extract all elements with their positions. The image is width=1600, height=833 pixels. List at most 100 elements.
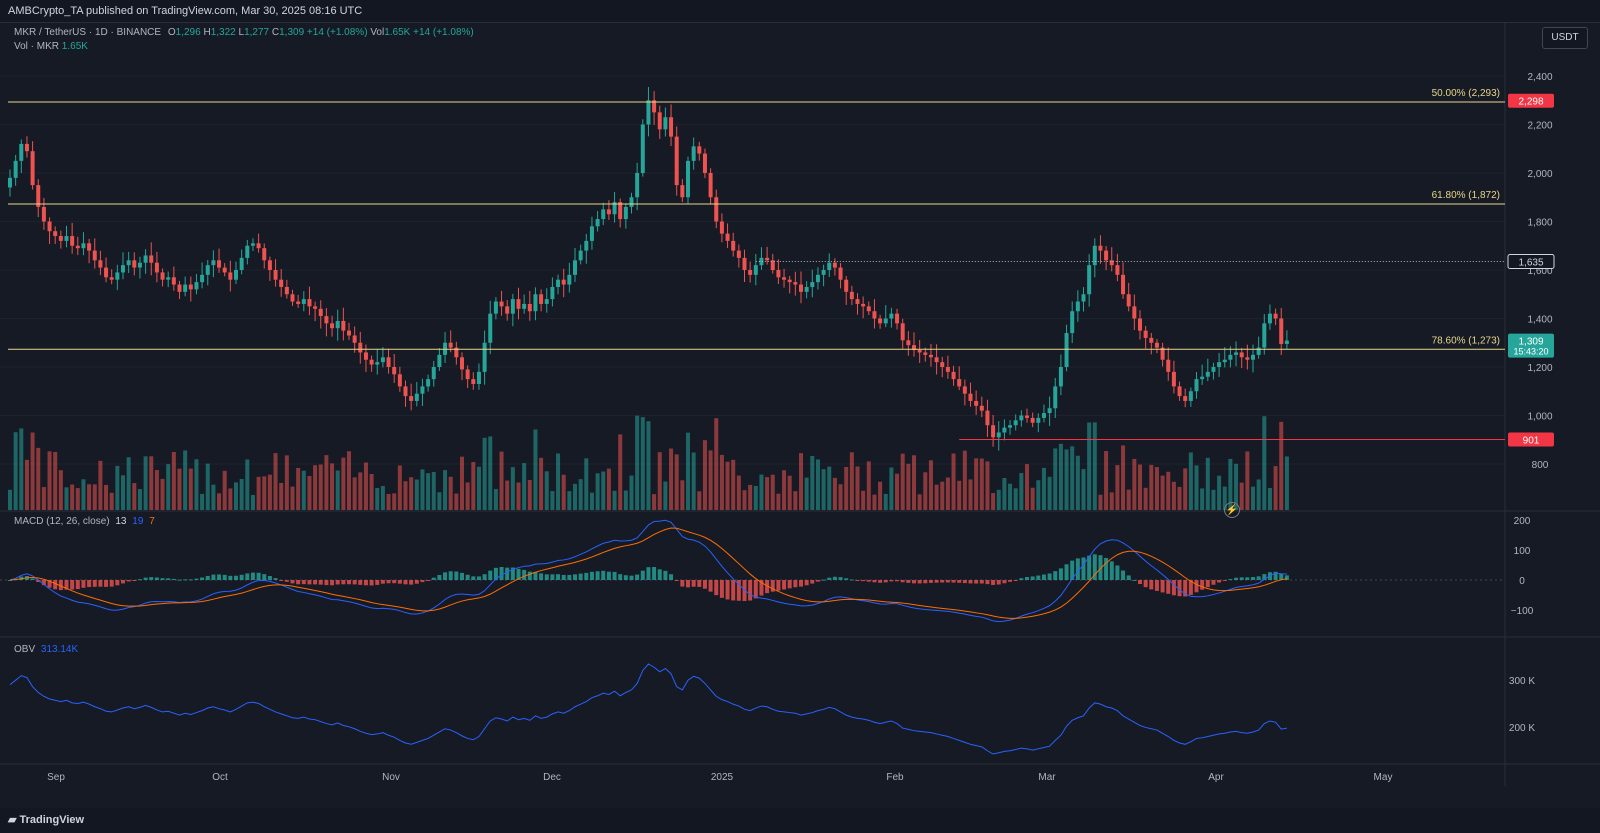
candle-body xyxy=(392,367,397,375)
candle-body xyxy=(126,260,131,266)
macd-histogram-bar xyxy=(793,580,798,588)
candle-body xyxy=(375,362,380,365)
macd-histogram-bar xyxy=(358,580,363,585)
volume-bar xyxy=(623,490,628,510)
candle-body xyxy=(143,255,148,263)
candle-body xyxy=(149,255,154,263)
lightning-icon[interactable]: ⚡ xyxy=(1224,502,1240,518)
y-tick-label: 1,200 xyxy=(1527,363,1552,374)
volume-bar xyxy=(409,477,414,510)
macd-histogram-bar xyxy=(736,580,741,601)
volume-bar xyxy=(1273,466,1278,510)
candle-body xyxy=(1070,311,1075,334)
macd-histogram-bar xyxy=(279,580,284,581)
candle-body xyxy=(414,393,419,401)
volume-bar xyxy=(347,451,351,510)
volume-bar xyxy=(917,494,922,510)
volume-bar xyxy=(1121,445,1126,510)
macd-histogram-bar xyxy=(347,580,351,585)
tradingview-logo[interactable]: ▰ TradingView xyxy=(8,814,85,826)
candle-body xyxy=(832,262,837,268)
macd-histogram-bar xyxy=(290,580,295,584)
candle-body xyxy=(595,219,600,227)
volume-bar xyxy=(674,454,679,510)
volume-bar xyxy=(1211,489,1216,510)
chart-canvas[interactable]: 2,400 2,200 2,000 1,800 1,600 1,400 1,200 1,000… xyxy=(0,22,1600,808)
macd-histogram-bar xyxy=(426,580,431,581)
macd-histogram-bar xyxy=(1273,571,1278,580)
macd-histogram-bar xyxy=(663,570,668,580)
volume-bar xyxy=(527,479,532,510)
candle-body xyxy=(1256,347,1261,355)
macd-histogram-bar xyxy=(522,569,527,580)
volume-bar xyxy=(1019,473,1024,510)
candle-body xyxy=(1194,379,1199,392)
volume-bar xyxy=(1217,475,1222,510)
macd-histogram-bar xyxy=(250,572,255,580)
volume-bar xyxy=(8,489,12,510)
macd-histogram-bar xyxy=(1104,557,1109,580)
macd-histogram-bar xyxy=(765,580,770,594)
volume-bar xyxy=(669,448,674,510)
x-tick-label: Apr xyxy=(1208,772,1224,783)
candle-body xyxy=(1104,250,1109,261)
volume-bar xyxy=(245,459,250,510)
x-tick-label: Feb xyxy=(886,772,904,783)
candle-body xyxy=(1092,245,1097,266)
volume-bar xyxy=(539,457,544,510)
volume-bar xyxy=(1256,479,1261,510)
volume-bar xyxy=(663,481,668,510)
macd-y-tick-label: 0 xyxy=(1519,576,1525,587)
volume-bar xyxy=(205,463,210,510)
volume-bar xyxy=(725,461,730,510)
volume-bar xyxy=(895,473,900,510)
volume-bar xyxy=(307,476,312,510)
macd-histogram-bar xyxy=(561,574,566,580)
candle-body xyxy=(239,257,244,270)
macd-histogram-bar xyxy=(121,580,125,584)
candle-body xyxy=(878,318,883,324)
candle-body xyxy=(211,260,216,266)
candle-body xyxy=(1036,417,1041,423)
volume-bar xyxy=(70,484,75,510)
macd-histogram-bar xyxy=(256,572,261,580)
macd-histogram-bar xyxy=(171,578,176,580)
macd-histogram-bar xyxy=(109,580,114,587)
legend-change: +14 (+1.08%) xyxy=(306,27,368,38)
candle-body xyxy=(1239,352,1244,358)
candle-body xyxy=(759,257,764,266)
volume-bar xyxy=(629,475,634,510)
candle-body xyxy=(397,374,402,387)
candle-body xyxy=(409,396,414,401)
macd-histogram-bar xyxy=(313,580,318,585)
legend-symbol: MKR / TetherUS · 1D · BINANCE xyxy=(14,27,162,38)
fib-level-label: 50.00% (2,293) xyxy=(1432,88,1500,99)
y-tick-label: 1,400 xyxy=(1527,315,1552,326)
currency-button[interactable]: USDT xyxy=(1542,27,1588,49)
volume-bar xyxy=(821,469,826,510)
macd-histogram-bar xyxy=(482,574,487,580)
x-tick-label: May xyxy=(1374,772,1393,783)
macd-histogram-bar xyxy=(776,580,781,591)
macd-histogram-bar xyxy=(330,580,335,586)
macd-histogram-bar xyxy=(154,577,159,580)
macd-histogram-bar xyxy=(550,574,555,580)
macd-histogram-bar xyxy=(1234,577,1239,580)
macd-histogram-bar xyxy=(1053,571,1058,580)
macd-histogram-bar xyxy=(420,580,425,583)
price-badge xyxy=(1507,254,1555,270)
macd-histogram-bar xyxy=(284,580,289,582)
macd-histogram-bar xyxy=(19,576,24,580)
volume-bar xyxy=(284,455,289,510)
candle-body xyxy=(533,294,538,312)
candle-body xyxy=(861,303,866,307)
candle-body xyxy=(262,248,267,261)
macd-histogram-bar xyxy=(1177,580,1182,597)
volume-bar xyxy=(731,459,736,510)
macd-histogram-bar xyxy=(1205,580,1210,588)
macd-histogram-bar xyxy=(917,580,922,584)
macd-histogram-bar xyxy=(1013,580,1018,581)
macd-histogram-bar xyxy=(872,580,877,583)
candle-body xyxy=(1228,354,1233,360)
candle-body xyxy=(606,209,611,215)
